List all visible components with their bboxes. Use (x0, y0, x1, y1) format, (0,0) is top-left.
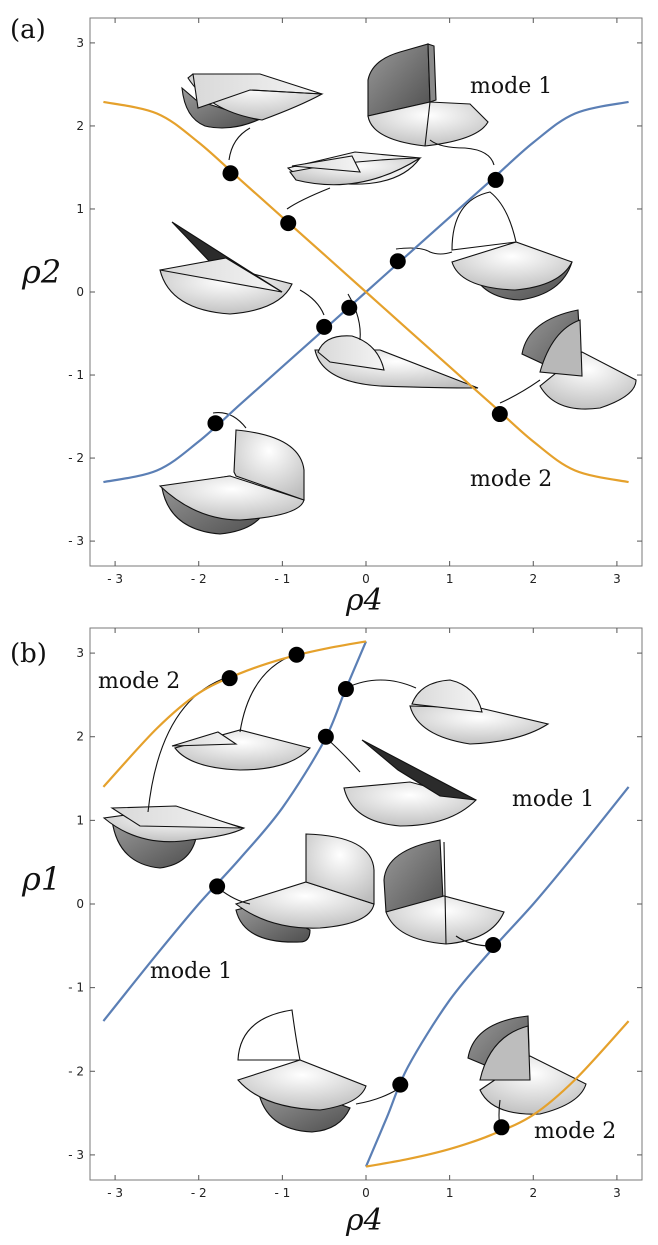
x-tick-label: 3 (613, 572, 621, 586)
x-tick-label: - 2 (191, 572, 207, 586)
mode-2-curve-3 (365, 1020, 630, 1168)
mode-1-curve-1 (364, 786, 630, 1168)
panel-a-ylabel-text: ρ2 (21, 253, 61, 291)
y-tick-label: 0 (76, 897, 84, 911)
panel-b-points (209, 646, 510, 1136)
configuration-point-5 (209, 878, 226, 895)
x-tick-label: - 1 (274, 1186, 290, 1200)
x-tick-label: 0 (362, 1186, 370, 1200)
configuration-point-5 (316, 318, 333, 335)
configuration-point-8 (493, 1119, 510, 1136)
origami-fig-a3 (286, 151, 422, 186)
origami-fig-b7 (237, 1009, 367, 1133)
configuration-point-4 (389, 253, 406, 270)
panel-a-xlabel-text: ρ4 (345, 583, 383, 618)
panel-a-curves (103, 100, 629, 484)
origami-fig-b4 (102, 805, 246, 869)
panel-a-xlabel: ρ4 (345, 583, 383, 618)
panel-a-label: (a) (10, 15, 46, 45)
panel-b-annotation-mode-1-right: mode 1 (512, 787, 594, 812)
connectors-a (212, 127, 541, 429)
origami-fig-a1 (181, 73, 324, 129)
y-tick-label: 1 (76, 813, 84, 827)
origami-fig-b6 (383, 839, 505, 945)
configuration-point-6 (341, 299, 358, 316)
x-tick-label: - 3 (107, 1186, 123, 1200)
panel-a: (a) - 3 - 2 - 1 0 1 2 3 - 3 - 2 - 1 0 1 2 3 (10, 15, 643, 618)
panel-b-xlabel: ρ4 (345, 1203, 383, 1238)
origami-illustrations-a (158, 43, 637, 535)
panel-b-ylabel: ρ1 (21, 860, 61, 898)
panel-a-ticks: - 3 - 2 - 1 0 1 2 3 - 3 - 2 - 1 0 1 2 3 (68, 18, 642, 586)
origami-fig-a5 (451, 191, 573, 301)
panel-a-points (207, 165, 508, 432)
origami-fig-b5 (234, 833, 375, 943)
panel-b-label: (b) (10, 639, 47, 669)
x-tick-label: 1 (446, 572, 454, 586)
origami-fig-a8 (158, 429, 305, 535)
x-tick-label: 2 (529, 1186, 537, 1200)
panel-b-ylabel-text: ρ1 (21, 860, 61, 898)
configuration-point-1 (222, 165, 239, 182)
y-tick-label: 2 (76, 119, 84, 133)
y-tick-label: 2 (76, 730, 84, 744)
y-tick-label: 0 (76, 285, 84, 299)
origami-fig-b1 (171, 729, 312, 771)
origami-fig-b3 (343, 739, 478, 827)
y-tick-label: - 1 (68, 981, 84, 995)
y-tick-label: - 3 (68, 1148, 84, 1162)
mode-1-curve-0 (102, 640, 368, 1022)
origami-fig-b8 (467, 1015, 587, 1115)
origami-fig-b2 (409, 679, 550, 745)
x-tick-label: 3 (613, 1186, 621, 1200)
configuration-point-2 (280, 215, 297, 232)
configuration-point-4 (317, 728, 334, 745)
y-tick-label: - 3 (68, 534, 84, 548)
origami-illustrations-b (102, 679, 587, 1133)
panel-a-annotation-mode-2: mode 2 (470, 467, 552, 492)
panel-b-annotation-mode-2-top: mode 2 (98, 669, 180, 694)
origami-fig-a2 (367, 43, 489, 147)
x-tick-label: 1 (446, 1186, 454, 1200)
y-tick-label: 3 (76, 646, 84, 660)
panel-b: (b) - 3 - 2 - 1 0 1 2 3 - 3 - 2 - 1 0 1 2 3 (10, 627, 643, 1238)
origami-fig-a4 (159, 221, 293, 315)
mode-2-curve-1 (103, 100, 629, 484)
configuration-point-3 (337, 681, 354, 698)
x-tick-label: - 2 (191, 1186, 207, 1200)
y-tick-label: 1 (76, 202, 84, 216)
configuration-point-7 (491, 406, 508, 423)
y-tick-label: - 2 (68, 451, 84, 465)
panel-b-curves (102, 640, 630, 1168)
y-tick-label: - 2 (68, 1064, 84, 1078)
configuration-point-2 (288, 646, 305, 663)
configuration-point-3 (487, 171, 504, 188)
mode-2-curve-2 (102, 640, 367, 788)
x-tick-label: 2 (529, 572, 537, 586)
panel-b-annotation-mode-1-left: mode 1 (150, 959, 232, 984)
panel-a-ylabel: ρ2 (21, 253, 61, 291)
panel-b-xlabel-text: ρ4 (345, 1203, 383, 1238)
configuration-point-8 (207, 415, 224, 432)
x-tick-label: 0 (362, 572, 370, 586)
panel-a-annotation-mode-1: mode 1 (470, 74, 552, 99)
panel-b-ticks: - 3 - 2 - 1 0 1 2 3 - 3 - 2 - 1 0 1 2 3 (68, 628, 642, 1200)
configuration-point-7 (392, 1076, 409, 1093)
panel-b-annotation-mode-2-bottom: mode 2 (534, 1119, 616, 1144)
x-tick-label: - 3 (107, 572, 123, 586)
y-tick-label: - 1 (68, 368, 84, 382)
origami-fig-a6 (314, 335, 479, 389)
x-tick-label: - 1 (274, 572, 290, 586)
configuration-point-6 (485, 936, 502, 953)
configuration-point-1 (221, 670, 238, 687)
y-tick-label: 3 (76, 36, 84, 50)
origami-fig-a7 (521, 309, 637, 410)
